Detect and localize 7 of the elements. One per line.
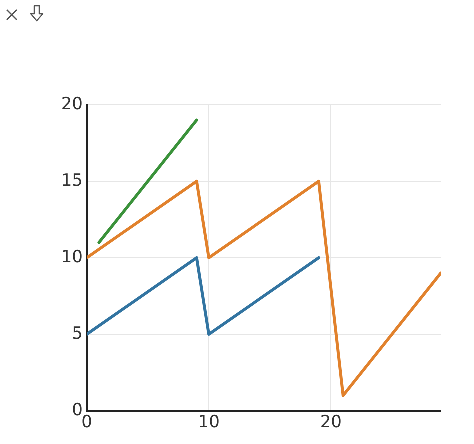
y-tick-label: 20 [61, 94, 83, 114]
x-tick-label: 20 [320, 412, 342, 433]
y-tick-label: 15 [61, 170, 83, 191]
y-tick-label: 5 [72, 324, 83, 344]
x-tick-label: 10 [198, 412, 220, 433]
y-tick-label: 10 [61, 247, 83, 268]
y-tick-label: 0 [72, 400, 83, 420]
